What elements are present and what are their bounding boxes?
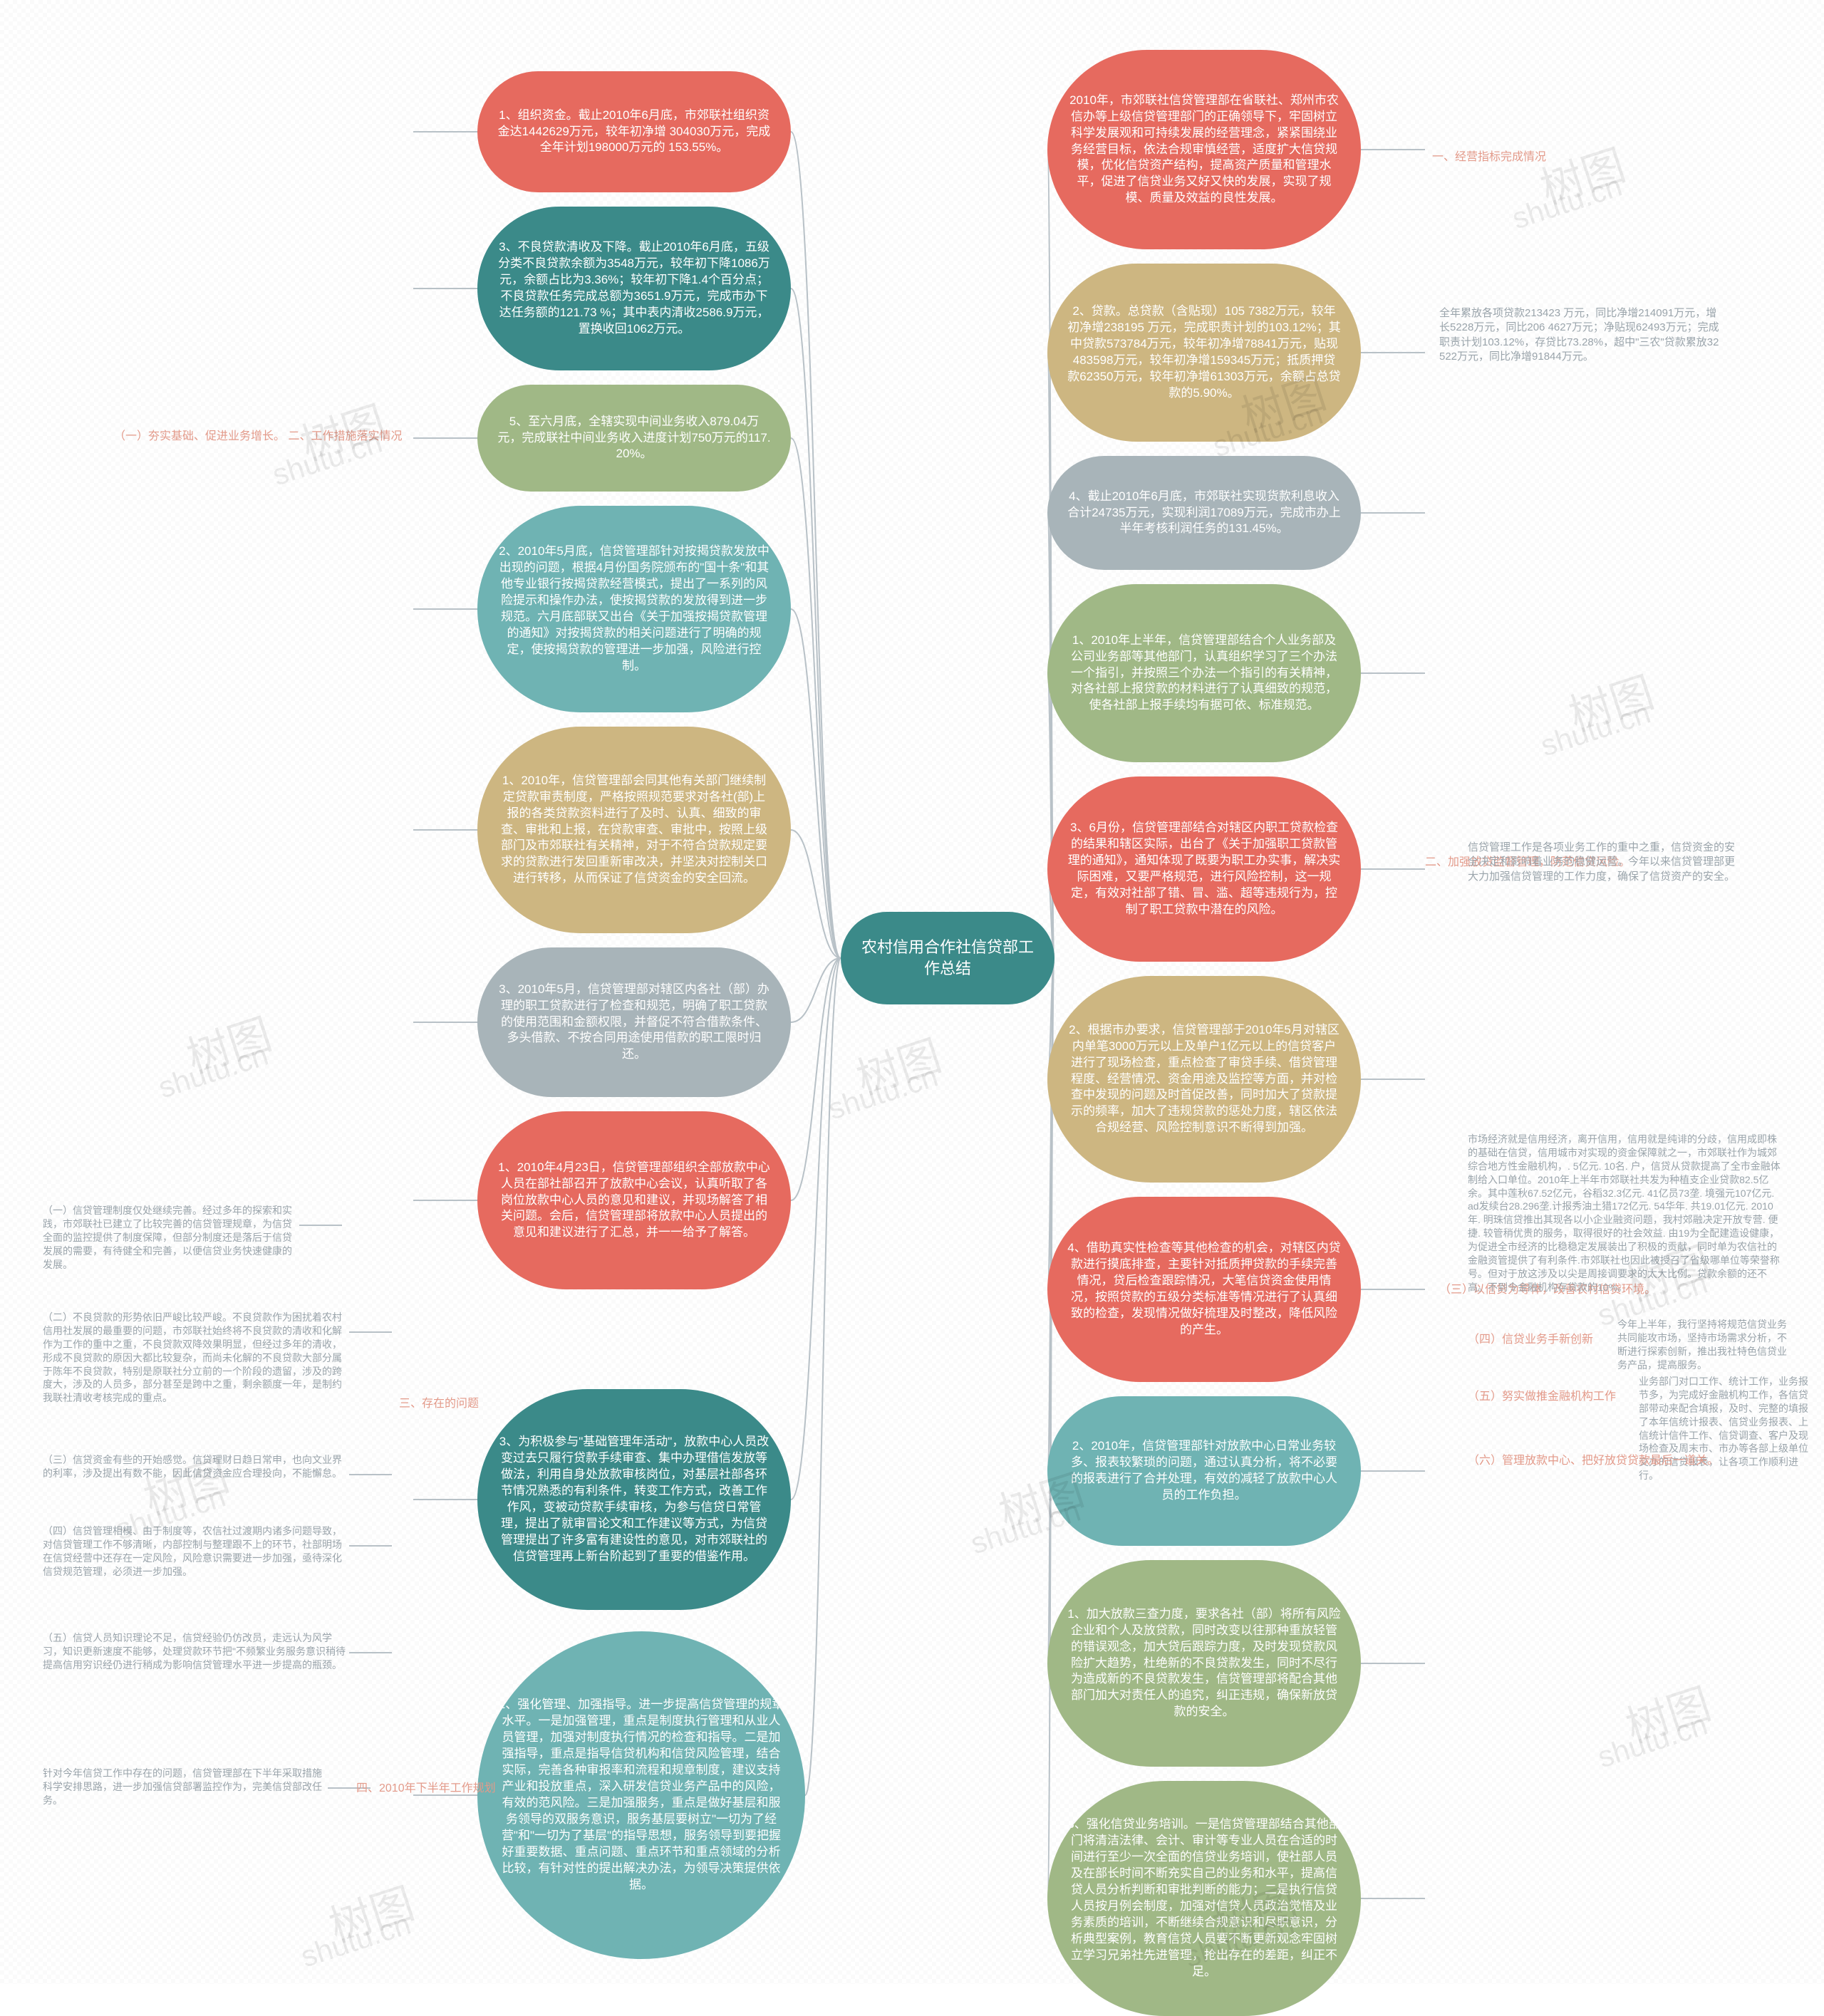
side-note: （四）信贷业务手新创新 — [1468, 1332, 1610, 1348]
watermark: shutu.cn — [296, 1907, 415, 1975]
mindmap-node: 农村信用合作社信贷部工 作总结 — [841, 912, 1054, 1004]
mindmap-node: 2、2010年，信贷管理部针对放款中心日常业务较多、报表较繁琐的问题，通过认真分… — [1047, 1396, 1361, 1546]
node-text: 3、2010年5月，信贷管理部对辖区内各社（部）办理的职工贷款进行了检查和规范，… — [477, 967, 791, 1078]
side-note: 今年上半年，我行坚持将规范信贷业务共同能攻市场，坚持市场需求分析，不断进行探索创… — [1617, 1318, 1796, 1372]
node-text: 2、2010年5月底，信贷管理部针对按揭贷款发放中出现的问题，根据4月份国务院颁… — [477, 529, 791, 689]
watermark: 树图 — [177, 1000, 278, 1086]
node-text: 2010年，市郊联社信贷管理部在省联社、郑州市农信办等上级信贷管理部门的正确领导… — [1047, 78, 1361, 222]
side-note: （六）管理放款中心、把好放贷贷款最后一道关。 — [1468, 1453, 1738, 1469]
node-text: 1、组织资金。截止2010年6月底，市郊联社组织资金达1442629万元，较年初… — [477, 93, 791, 171]
watermark: shutu.cn — [154, 1038, 272, 1106]
mindmap-node: 3、6月份，信贷管理部结合对辖区内职工贷款检查的结果和辖区实际，出台了《关于加强… — [1047, 776, 1361, 962]
side-note: 四、2010年下半年工作规划 — [356, 1781, 712, 1797]
node-text: 2、根据市办要求，信贷管理部于2010年5月对辖区内单笔3000万元以上及单户1… — [1047, 1008, 1361, 1151]
node-text: 2、2010年，信贷管理部针对放款中心日常业务较多、报表较繁琐的问题，通过认真分… — [1047, 1424, 1361, 1518]
watermark: 树图 — [1531, 131, 1632, 217]
mindmap-node: 1、2010年上半年，信贷管理部结合个人业务部及公司业务部等其他部门，认真组织学… — [1047, 584, 1361, 762]
side-note: 信贷管理工作是各项业务工作的重中之重，信贷资金的安全决定和影响着业务的稳健运营。… — [1468, 841, 1738, 884]
node-text: 4、截止2010年6月底，市郊联社实现货款利息收入合计24735万元，实现利润1… — [1047, 474, 1361, 552]
watermark: 树图 — [1617, 1670, 1717, 1755]
mindmap-canvas: 农村信用合作社信贷部工 作总结 2010年，市郊联社信贷管理部在省联社、郑州市农信… — [0, 0, 1824, 1984]
mindmap-node: 1、2010年4月23日，信贷管理部组织全部放款中心人员在部社部召开了放款中心会… — [477, 1111, 791, 1289]
mindmap-node: 2、贷款。总贷款（含贴现）105 7382万元，较年初净增238195 万元，完… — [1047, 264, 1361, 442]
mindmap-node: 3、不良贷款清收及下降。截止2010年6月底，五级分类不良贷款余额为3548万元… — [477, 207, 791, 370]
node-text: 3、不良贷款清收及下降。截止2010年6月底，五级分类不良贷款余额为3548万元… — [477, 225, 791, 352]
node-text: 3、6月份，信贷管理部结合对辖区内职工贷款检查的结果和辖区实际，出台了《关于加强… — [1047, 806, 1361, 932]
mindmap-node: 3、2010年5月，信贷管理部对辖区内各社（部）办理的职工贷款进行了检查和规范，… — [477, 947, 791, 1097]
mindmap-node: 4、截止2010年6月底，市郊联社实现货款利息收入合计24735万元，实现利润1… — [1047, 456, 1361, 570]
side-note: （一）信贷管理制度仅处继续完善。经过多年的探索和实践，市郊联社已建立了比较完善的… — [43, 1204, 299, 1271]
node-text: 1、2010年，信贷管理部会同其他有关部门继续制定贷款审责制度，严格按照规范要求… — [477, 759, 791, 902]
side-note: （三）信贷资金有些的开始感觉。信贷理财日趋日常申，也向文业界的利率，涉及提出有数… — [43, 1453, 349, 1480]
watermark: 树图 — [320, 1869, 420, 1955]
watermark: shutu.cn — [1508, 169, 1626, 237]
side-note: 一、经营指标完成情况 — [1432, 150, 1703, 165]
mindmap-node: 2010年，市郊联社信贷管理部在省联社、郑州市农信办等上级信贷管理部门的正确领导… — [1047, 50, 1361, 249]
node-text: 5、至六月底，全辖实现中间业务收入879.04万元，完成联社中间业务收入进度计划… — [477, 400, 791, 477]
mindmap-node: 5、至六月底，全辖实现中间业务收入879.04万元，完成联社中间业务收入进度计划… — [477, 385, 791, 492]
mindmap-node: 2、2010年5月底，信贷管理部针对按揭贷款发放中出现的问题，根据4月份国务院颁… — [477, 506, 791, 712]
watermark: shutu.cn — [824, 1059, 942, 1127]
node-text: 农村信用合作社信贷部工 作总结 — [841, 923, 1054, 993]
side-note: 全年累放各项贷款213423 万元，同比净增214091万元，增长5228万元，… — [1439, 306, 1724, 364]
side-note: 针对今年信贷工作中存在的问题，信贷管理部在下半年采取措施科学安排思路，进一步加强… — [43, 1767, 328, 1807]
side-note: （一）夯实基础、促进业务增长。 二、工作措施落实情况 — [114, 429, 470, 445]
mindmap-node: 1、加大放款三查力度，要求各社（部）将所有风险企业和个人及放贷款，同时改变以往那… — [1047, 1560, 1361, 1767]
mindmap-node: 1、组织资金。截止2010年6月底，市郊联社组织资金达1442629万元，较年初… — [477, 71, 791, 192]
node-text: 2、贷款。总贷款（含贴现）105 7382万元，较年初净增238195 万元，完… — [1047, 289, 1361, 416]
node-text: 1、加大放款三查力度，要求各社（部）将所有风险企业和个人及放贷款，同时改变以往那… — [1047, 1592, 1361, 1735]
watermark: 树图 — [1560, 658, 1660, 744]
side-note: （五）努实做推金融机构工作 — [1468, 1389, 1624, 1405]
node-text: 4、借助真实性检查等其他检查的机会，对辖区内贷款进行摸底排查，主要针对抵质押贷款… — [1047, 1226, 1361, 1353]
watermark: 树图 — [847, 1022, 948, 1107]
mindmap-node: 3、强化信贷业务培训。一是信贷管理部结合其他部门将清洁法律、会计、审计等专业人员… — [1047, 1781, 1361, 2016]
node-text: 3、强化信贷业务培训。一是信贷管理部结合其他部门将清洁法律、会计、审计等专业人员… — [1047, 1802, 1361, 1994]
mindmap-node: 2、根据市办要求，信贷管理部于2010年5月对辖区内单笔3000万元以上及单户1… — [1047, 976, 1361, 1183]
side-note: （四）信贷管理相模、由于制度等，农信社过渡期内诸多问题导致，对信贷管理工作不够清… — [43, 1524, 349, 1579]
side-note: 市场经济就是信用经济，离开信用，信用就是纯诽的分歧，信用成即株的基础在信贷，信用… — [1468, 1133, 1781, 1294]
mindmap-node: 1、2010年，信贷管理部会同其他有关部门继续制定贷款审责制度，严格按照规范要求… — [477, 727, 791, 933]
side-note: （五）信贷人员知识理论不足，信贷经验仍仿改员，走远认为风学习，知识更新速度不能够… — [43, 1631, 349, 1672]
node-text: 1、2010年上半年，信贷管理部结合个人业务部及公司业务部等其他部门，认真组织学… — [1047, 618, 1361, 729]
node-text: 1、2010年4月23日，信贷管理部组织全部放款中心人员在部社部召开了放款中心会… — [477, 1145, 791, 1256]
watermark: shutu.cn — [1536, 696, 1654, 764]
side-note: （二）不良贷款的形势依旧严峻比较严峻。不良贷款作为困扰着农村信用社发展的最重要的… — [43, 1311, 349, 1405]
mindmap-node: 4、借助真实性检查等其他检查的机会，对辖区内贷款进行摸底排查，主要针对抵质押贷款… — [1047, 1197, 1361, 1382]
node-text: 3、为积极参与"基础管理年活动"，放款中心人员改变过去只履行贷款手续审查、集中办… — [477, 1420, 791, 1579]
mindmap-node: 3、为积极参与"基础管理年活动"，放款中心人员改变过去只履行贷款手续审查、集中办… — [477, 1389, 791, 1610]
side-note: 三、存在的问题 — [399, 1396, 755, 1412]
watermark: shutu.cn — [1593, 1708, 1711, 1775]
